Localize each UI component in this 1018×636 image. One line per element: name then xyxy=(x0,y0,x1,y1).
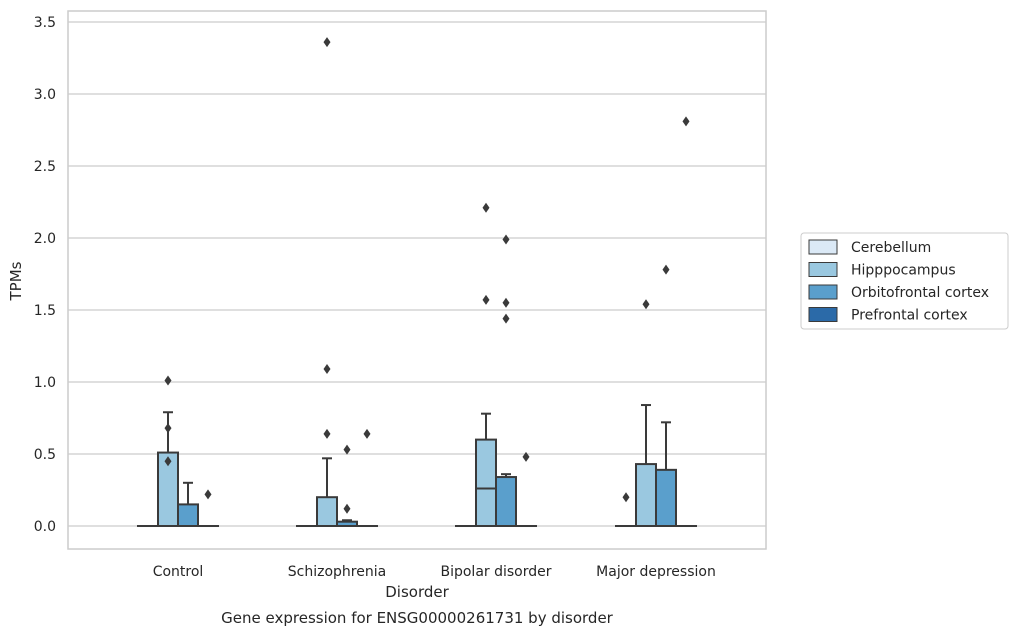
box-body xyxy=(316,496,338,528)
outlier-point xyxy=(682,116,690,127)
y-tick-label: 2.0 xyxy=(34,231,56,247)
box-orbitofrontal-cortex xyxy=(495,473,517,528)
outlier-point xyxy=(164,456,172,467)
x-tick-label: Major depression xyxy=(596,564,716,580)
outlier-point xyxy=(622,492,630,503)
box-body xyxy=(655,468,677,527)
outlier-point xyxy=(164,375,172,386)
y-tick-labels: 0.0 0.5 1.0 1.5 2.0 2.5 3.0 3.5 xyxy=(34,15,56,535)
outlier-point xyxy=(502,234,510,245)
box-orbitofrontal-cortex xyxy=(655,421,677,527)
box-series xyxy=(137,404,697,528)
outlier-point xyxy=(323,364,331,375)
outlier-point xyxy=(363,428,371,439)
box-body xyxy=(475,438,497,528)
outlier-point xyxy=(502,297,510,308)
outlier-point xyxy=(662,264,670,275)
box-hipppocampus xyxy=(316,457,338,528)
box-body xyxy=(635,463,657,527)
box-body xyxy=(177,503,199,527)
outlier-points xyxy=(164,37,690,514)
x-tick-label: Control xyxy=(153,564,204,580)
box-hipppocampus xyxy=(157,411,179,527)
y-tick-label: 1.0 xyxy=(34,375,56,391)
legend-label: Orbitofrontal cortex xyxy=(851,285,989,301)
x-tick-label: Bipolar disorder xyxy=(440,564,551,580)
figure-caption: Gene expression for ENSG00000261731 by d… xyxy=(221,609,614,627)
legend-swatch xyxy=(808,262,838,277)
outlier-point xyxy=(502,313,510,324)
box-orbitofrontal-cortex xyxy=(336,519,358,527)
y-tick-label: 0.0 xyxy=(34,519,56,535)
legend-frame xyxy=(800,232,1009,330)
outlier-point xyxy=(204,489,212,500)
box-orbitofrontal-cortex xyxy=(177,481,199,527)
x-tick-labels: Control Schizophrenia Bipolar disorder Majo… xyxy=(153,564,716,580)
y-tick-label: 3.0 xyxy=(34,87,56,103)
y-tick-label: 3.5 xyxy=(34,15,56,31)
legend-swatch xyxy=(808,307,838,322)
legend-label: Hipppocampus xyxy=(851,263,956,279)
grid-lines xyxy=(68,21,766,527)
legend-swatch xyxy=(808,284,838,300)
outlier-point xyxy=(482,294,490,305)
outlier-point xyxy=(343,444,351,455)
y-axis-label: TPMs xyxy=(7,261,25,301)
y-tick-label: 0.5 xyxy=(34,447,56,463)
outlier-point xyxy=(164,423,172,434)
plot-frame xyxy=(67,10,767,550)
outlier-point xyxy=(482,202,490,213)
legend-label: Cerebellum xyxy=(851,240,931,256)
box-hipppocampus xyxy=(475,412,497,528)
outlier-point xyxy=(323,428,331,439)
outlier-point xyxy=(642,299,650,310)
x-axis-label: Disorder xyxy=(385,583,449,601)
outlier-point xyxy=(522,451,530,462)
outlier-point xyxy=(323,37,331,48)
y-tick-label: 1.5 xyxy=(34,303,56,319)
x-tick-label: Schizophrenia xyxy=(288,564,386,580)
outlier-point xyxy=(343,503,351,514)
legend-label: Prefrontal cortex xyxy=(851,308,968,324)
box-body xyxy=(495,476,517,528)
legend-swatch xyxy=(808,239,838,255)
y-tick-label: 2.5 xyxy=(34,159,56,175)
box-hipppocampus xyxy=(635,404,657,527)
legend: Cerebellum Hipppocampus Orbitofrontal cort… xyxy=(800,232,1009,330)
